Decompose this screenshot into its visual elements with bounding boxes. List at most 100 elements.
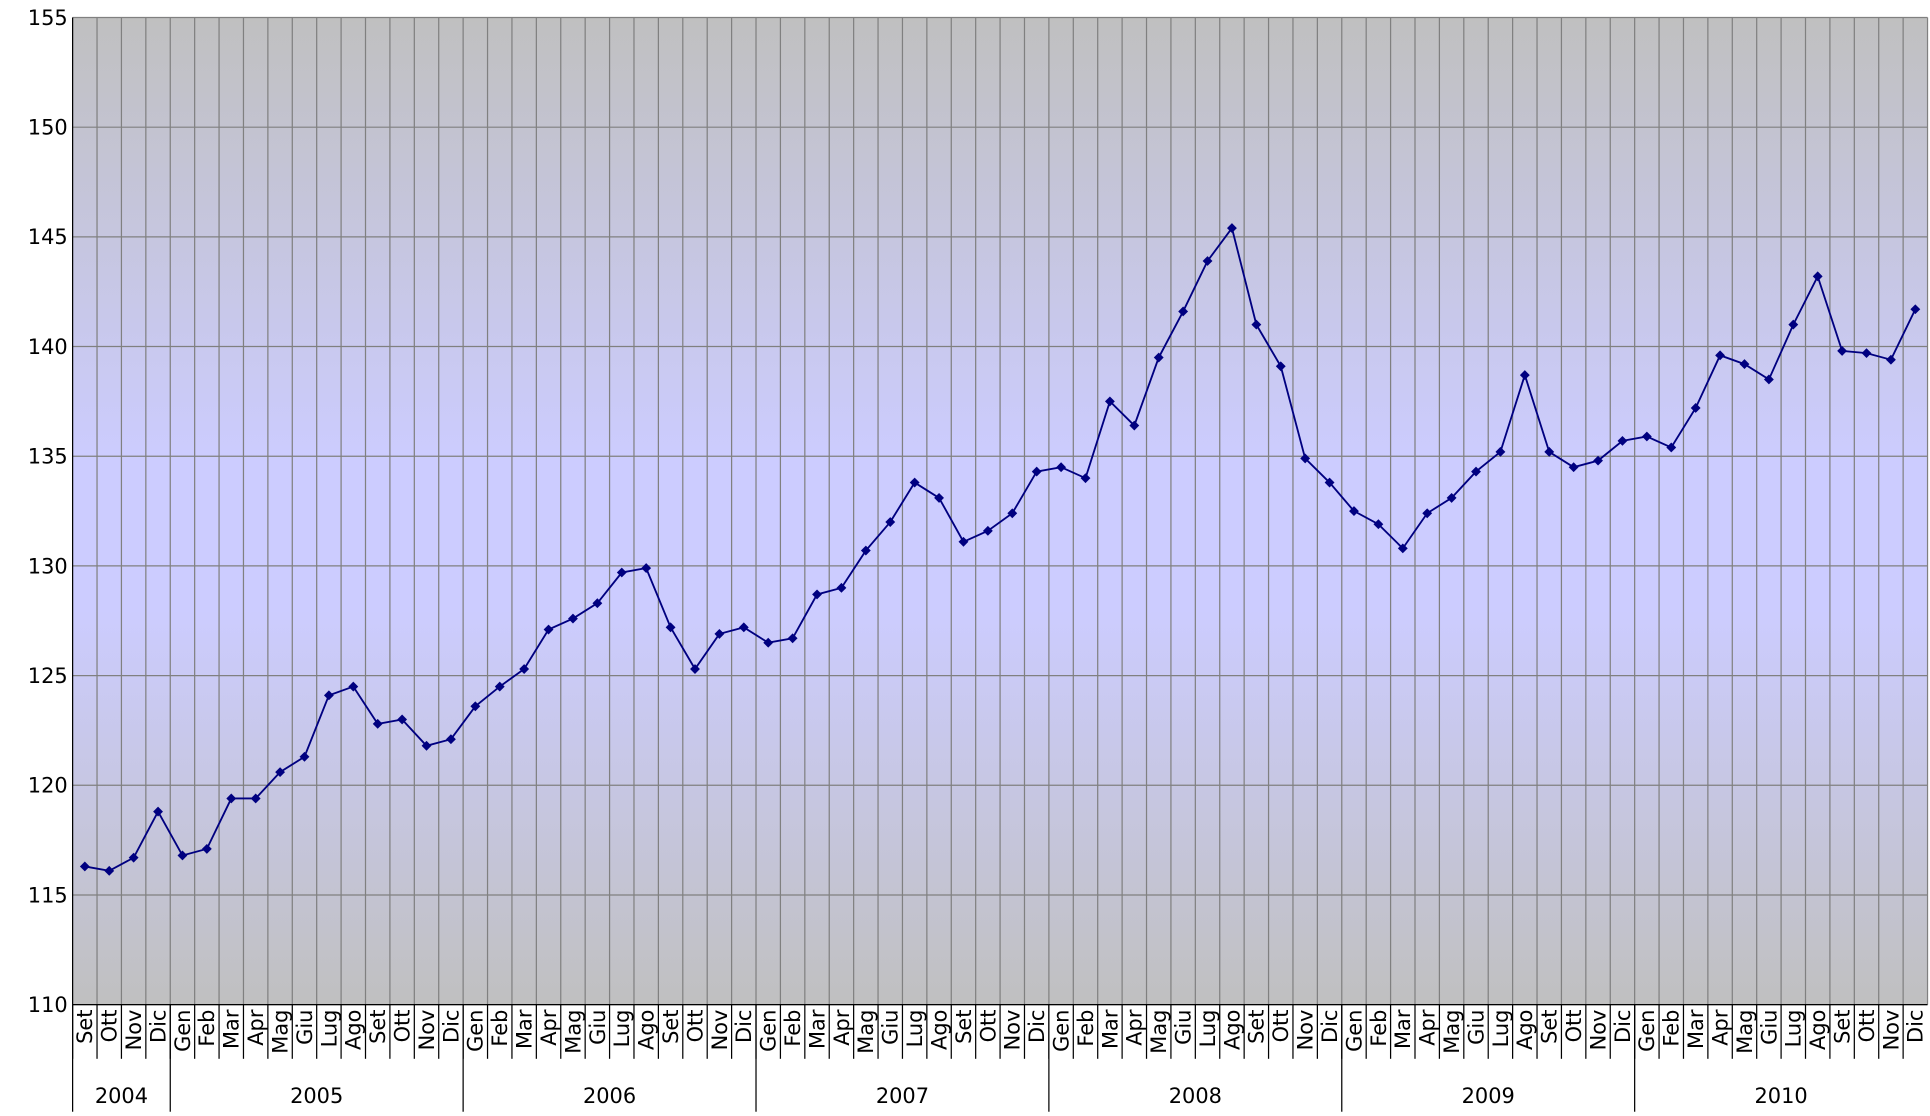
- x-tick-label: Giu: [586, 1010, 610, 1045]
- x-tick-label: Gen: [1342, 1010, 1366, 1052]
- marker: [665, 622, 676, 633]
- x-tick-label: Dic: [1318, 1010, 1342, 1043]
- marker: [275, 767, 286, 778]
- x-tick-label: Set: [73, 1010, 97, 1044]
- marker: [1251, 319, 1262, 330]
- marker: [421, 740, 432, 751]
- marker: [1544, 446, 1555, 457]
- marker: [543, 624, 554, 635]
- x-tick-label: Set: [1830, 1010, 1854, 1044]
- x-tick-label: Ott: [1855, 1010, 1879, 1043]
- marker: [1104, 396, 1115, 407]
- x-tick-label: Nov: [1586, 1010, 1610, 1051]
- marker: [1373, 519, 1384, 530]
- y-tick-label: 130: [28, 554, 68, 578]
- x-tick-label: Giu: [1172, 1010, 1196, 1045]
- x-tick-label: Set: [1245, 1010, 1269, 1044]
- y-tick-label: 150: [28, 116, 68, 140]
- x-tick-label: Mag: [561, 1010, 585, 1054]
- x-tick-label: Feb: [488, 1010, 512, 1047]
- y-tick-label: 115: [28, 883, 68, 907]
- x-tick-label: Feb: [1074, 1010, 1098, 1047]
- x-tick-label: Ago: [1806, 1010, 1830, 1050]
- x-tick-label: Dic: [439, 1010, 463, 1043]
- x-tick-label: Feb: [781, 1010, 805, 1047]
- x-tick-label: Set: [659, 1010, 683, 1044]
- marker: [201, 843, 212, 854]
- marker: [738, 622, 749, 633]
- x-tick-label: Mar: [513, 1009, 537, 1049]
- x-tick-label: Ott: [683, 1010, 707, 1043]
- x-tick-label: Nov: [122, 1010, 146, 1051]
- x-tick-label: Ago: [1220, 1010, 1244, 1050]
- x-tick-label: Mar: [1391, 1009, 1415, 1049]
- marker: [1300, 453, 1311, 464]
- marker: [690, 664, 700, 674]
- x-tick-label: Nov: [1001, 1010, 1025, 1051]
- marker: [1593, 455, 1603, 466]
- year-label: 2008: [1169, 1084, 1222, 1108]
- marker: [323, 690, 334, 701]
- marker: [1617, 435, 1628, 446]
- x-tick-label: Mag: [1147, 1010, 1171, 1054]
- x-tick-label: Ott: [1562, 1010, 1586, 1043]
- marker: [397, 714, 408, 725]
- x-tick-label: Gen: [1049, 1010, 1073, 1052]
- marker: [909, 477, 920, 488]
- marker: [1056, 462, 1067, 473]
- x-tick-label: Lug: [1782, 1010, 1806, 1048]
- marker: [1324, 477, 1335, 488]
- marker: [1202, 256, 1213, 266]
- marker: [958, 536, 969, 547]
- x-tick-label: Ott: [1269, 1010, 1293, 1043]
- x-tick-label: Set: [366, 1010, 390, 1044]
- marker: [592, 598, 603, 609]
- x-tick-label: Giu: [879, 1010, 903, 1045]
- marker: [1446, 492, 1457, 503]
- year-label: 2004: [95, 1084, 148, 1108]
- x-tick-label: Dic: [1025, 1010, 1049, 1043]
- marker: [1837, 346, 1848, 356]
- marker: [446, 734, 456, 745]
- y-tick-label: 145: [28, 225, 68, 249]
- year-label: 2009: [1462, 1084, 1515, 1108]
- x-tick-label: Nov: [1294, 1010, 1318, 1051]
- x-tick-label: Feb: [1660, 1010, 1684, 1047]
- marker: [1007, 508, 1018, 519]
- marker: [982, 525, 993, 536]
- x-tick-label: Lug: [903, 1010, 927, 1048]
- marker: [1763, 374, 1774, 385]
- x-tick-label: Lug: [1196, 1010, 1220, 1048]
- y-tick-label: 110: [28, 993, 68, 1017]
- year-label: 2010: [1754, 1084, 1807, 1108]
- x-tick-label: Lug: [1489, 1010, 1513, 1048]
- x-tick-label: Ago: [1513, 1010, 1537, 1050]
- x-tick-label: Apr: [1708, 1009, 1732, 1046]
- x-tick-label: Gen: [171, 1010, 195, 1052]
- x-tick-label: Lug: [610, 1010, 634, 1048]
- marker: [1910, 304, 1921, 315]
- x-tick-label: Apr: [830, 1009, 854, 1046]
- marker: [177, 850, 188, 861]
- marker: [1397, 543, 1408, 554]
- x-tick-label: Ago: [927, 1010, 951, 1050]
- x-tick-label: Ott: [976, 1010, 1000, 1043]
- marker: [250, 793, 261, 804]
- x-tick-label: Ago: [635, 1010, 659, 1050]
- x-tick-label: Apr: [1123, 1009, 1147, 1046]
- year-label: 2005: [290, 1084, 343, 1108]
- x-tick-label: Nov: [1879, 1010, 1903, 1051]
- x-tick-label: Apr: [537, 1009, 561, 1046]
- marker: [568, 613, 578, 624]
- marker: [1641, 431, 1652, 442]
- x-tick-label: Giu: [293, 1010, 317, 1045]
- marker: [1495, 446, 1506, 457]
- year-label: 2006: [583, 1084, 636, 1108]
- marker: [860, 545, 871, 556]
- marker: [812, 589, 822, 600]
- year-label: 2007: [876, 1084, 929, 1108]
- y-tick-label: 135: [28, 445, 68, 469]
- marker: [348, 681, 359, 692]
- y-tick-label: 155: [28, 6, 68, 30]
